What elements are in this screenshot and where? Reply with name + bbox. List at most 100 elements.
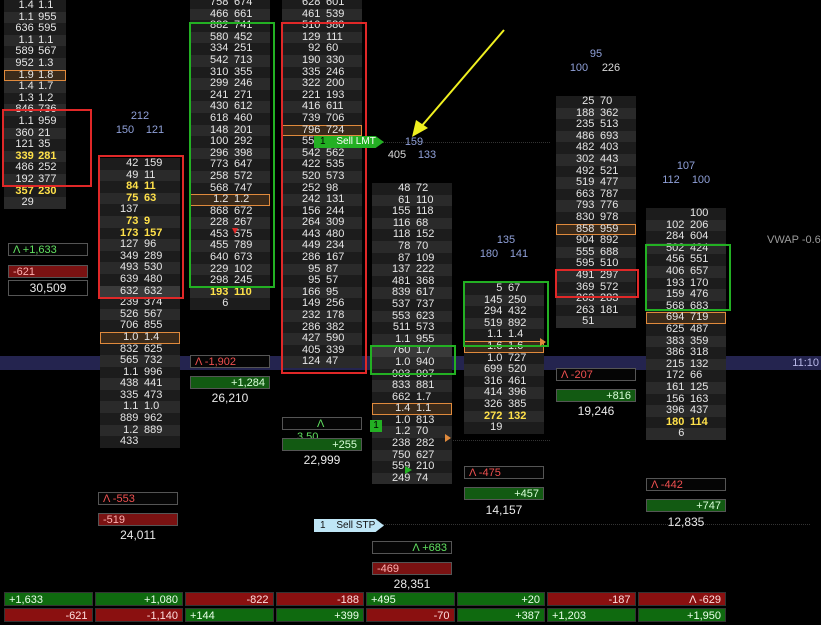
price-level-row[interactable]: 360 21	[4, 127, 66, 140]
price-level-row[interactable]: 249 74	[372, 472, 452, 485]
price-level-row[interactable]: 49 11	[100, 169, 180, 182]
price-level-row[interactable]: 589 567	[4, 46, 66, 58]
price-level-row[interactable]: 241 271	[190, 89, 270, 102]
price-level-row[interactable]: 118 152	[372, 229, 452, 241]
price-level-row[interactable]: 51	[556, 316, 636, 328]
price-level-row[interactable]: 284 604	[646, 231, 726, 243]
price-level-row[interactable]: 416 611	[282, 101, 362, 113]
price-level-row[interactable]: 95 87	[282, 263, 362, 276]
price-level-row[interactable]: 830 978	[556, 211, 636, 224]
price-level-row[interactable]: 193 110	[190, 286, 270, 299]
price-level-row[interactable]: 334 251	[190, 43, 270, 55]
price-level-row[interactable]: 482 403	[556, 142, 636, 154]
price-level-row[interactable]: 625 487	[646, 323, 726, 336]
ladder-column-8[interactable]: 100 102 206 284 604 502 424 456 551 406 657 193 170 1…	[646, 207, 726, 440]
price-level-row[interactable]: 25 70	[556, 95, 636, 108]
price-level-row[interactable]: 215 132	[646, 358, 726, 371]
price-level-row[interactable]: 833 881	[372, 379, 452, 392]
price-level-row[interactable]: 542 562	[282, 147, 362, 160]
sell-stop-order-tag[interactable]: 1 Sell STP	[314, 519, 384, 532]
price-level-row[interactable]: 492 521	[556, 165, 636, 178]
price-level-row[interactable]: 42 159	[100, 157, 180, 170]
price-level-row[interactable]: 298 245	[190, 275, 270, 287]
price-level-row[interactable]: 739 706	[282, 112, 362, 125]
price-level-row[interactable]: 296 398	[190, 147, 270, 160]
price-level-row[interactable]: 519 892	[464, 317, 544, 330]
price-level-row[interactable]: 316 461	[464, 375, 544, 388]
price-level-row[interactable]: 264 309	[282, 217, 362, 229]
price-level-row[interactable]: 952 1.3	[4, 57, 66, 70]
price-level-row[interactable]: 433	[100, 436, 180, 448]
price-level-row[interactable]: 502 424	[646, 242, 726, 255]
price-level-row[interactable]: 145 250	[464, 294, 544, 307]
price-level-row[interactable]: 1.1 996	[100, 366, 180, 379]
price-level-row[interactable]: 699 520	[464, 364, 544, 376]
price-level-row[interactable]: 846 736	[4, 104, 66, 116]
price-level-row[interactable]: 84 11	[100, 181, 180, 193]
price-level-row[interactable]: 568 683	[646, 300, 726, 313]
price-level-row[interactable]: 481 368	[372, 275, 452, 288]
price-level-row[interactable]: 486 693	[556, 130, 636, 143]
price-level-row[interactable]: 129 111	[282, 31, 362, 44]
price-level-row[interactable]: 405 339	[282, 344, 362, 357]
price-level-row[interactable]: 793 776	[556, 200, 636, 212]
price-level-row[interactable]: 491 297	[556, 269, 636, 282]
price-level-row[interactable]: 252 98	[282, 182, 362, 195]
sell-limit-order-tag[interactable]: 1 Sell LMT	[314, 136, 384, 148]
price-level-row[interactable]: 1.6 1.6	[464, 340, 544, 353]
price-level-row[interactable]: 326 385	[464, 398, 544, 411]
price-level-row[interactable]: 310 355	[190, 66, 270, 79]
price-level-row[interactable]: 335 473	[100, 389, 180, 402]
price-level-row[interactable]: 449 234	[282, 240, 362, 253]
price-level-row[interactable]: 903 997	[372, 368, 452, 381]
price-level-row[interactable]: 511 573	[372, 322, 452, 334]
price-level-row[interactable]: 553 623	[372, 310, 452, 323]
price-level-row[interactable]: 443 480	[282, 228, 362, 241]
price-level-row[interactable]: 29	[4, 196, 66, 209]
price-level-row[interactable]: 127 96	[100, 239, 180, 251]
price-level-row[interactable]: 663 787	[556, 188, 636, 201]
price-level-row[interactable]: 193 170	[646, 277, 726, 290]
price-level-row[interactable]: 640 673	[190, 251, 270, 264]
price-level-row[interactable]: 369 572	[556, 281, 636, 294]
price-level-row[interactable]: 75 63	[100, 192, 180, 205]
price-level-row[interactable]: 750 627	[372, 449, 452, 462]
price-level-row[interactable]: 520 573	[282, 170, 362, 183]
price-level-row[interactable]: 461 539	[282, 8, 362, 21]
order-marker[interactable]: 1	[370, 420, 382, 432]
price-level-row[interactable]: 694 719	[646, 312, 726, 324]
price-level-row[interactable]: 760 1.7	[372, 345, 452, 357]
price-level-row[interactable]: 102 206	[646, 219, 726, 232]
ladder-column-2[interactable]: 42 159 49 11 84 11 75 63 137 73 9 173 157 127 96 349 289…	[100, 157, 180, 448]
price-level-row[interactable]: 121 35	[4, 139, 66, 151]
price-level-row[interactable]: 357 230	[4, 185, 66, 198]
price-level-row[interactable]: 438 441	[100, 378, 180, 390]
price-level-row[interactable]: 161 125	[646, 381, 726, 394]
price-level-row[interactable]: 537 737	[372, 298, 452, 311]
price-level-row[interactable]: 1.0 727	[464, 352, 544, 365]
price-level-row[interactable]: 882 741	[190, 20, 270, 32]
price-level-row[interactable]: 1.1 959	[4, 115, 66, 128]
price-level-row[interactable]: 618 460	[190, 112, 270, 125]
price-level-row[interactable]: 156 244	[282, 205, 362, 218]
price-level-row[interactable]: 555 688	[556, 246, 636, 259]
ladder-column-6[interactable]: 5 67 145 250 294 432 519 892 1.1 1.4 1.6 1.6 1.0 727 6…	[464, 282, 544, 434]
price-level-row[interactable]: 166 95	[282, 286, 362, 299]
price-level-row[interactable]: 263 181	[556, 304, 636, 317]
price-level-row[interactable]: 559 210	[372, 461, 452, 473]
price-level-row[interactable]: 172 66	[646, 370, 726, 382]
price-level-row[interactable]: 73 9	[100, 215, 180, 228]
price-level-row[interactable]: 456 551	[646, 254, 726, 266]
price-level-row[interactable]: 510 580	[282, 20, 362, 32]
price-level-row[interactable]: 427 590	[282, 333, 362, 345]
price-level-row[interactable]: 1.0 940	[372, 356, 452, 369]
price-level-row[interactable]: 422 535	[282, 159, 362, 171]
price-level-row[interactable]: 1.2 889	[100, 424, 180, 437]
price-level-row[interactable]: 156 163	[646, 393, 726, 406]
price-level-row[interactable]: 1.1 1.1	[4, 34, 66, 47]
price-level-row[interactable]: 100 292	[190, 136, 270, 148]
price-level-row[interactable]: 149 256	[282, 298, 362, 311]
price-level-row[interactable]: 100	[646, 207, 726, 220]
price-level-row[interactable]: 706 855	[100, 320, 180, 332]
price-level-row[interactable]: 406 657	[646, 265, 726, 278]
